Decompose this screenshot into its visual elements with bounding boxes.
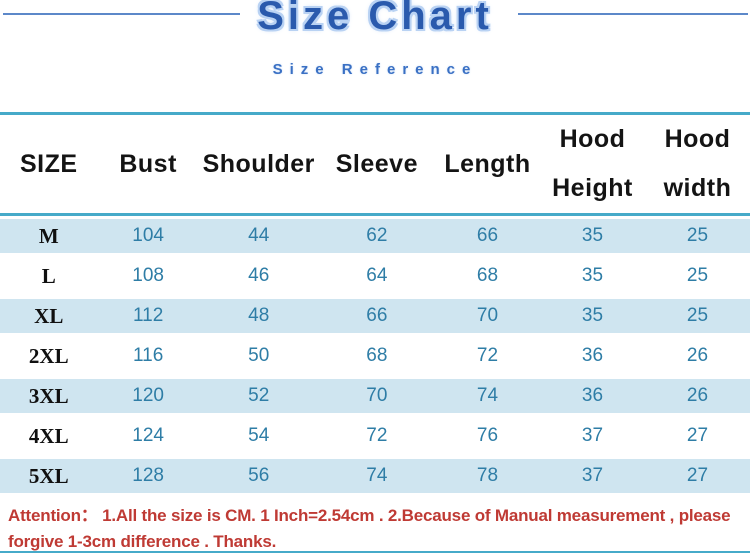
measurement-value: 26 (645, 376, 750, 416)
size-label: 3XL (0, 376, 98, 416)
table-row-5xl: 5XL 128 56 74 78 37 27 (0, 456, 750, 496)
table-row-l: L 108 46 64 68 35 25 (0, 256, 750, 296)
measurement-value: 52 (198, 376, 319, 416)
size-label: 4XL (28, 423, 69, 448)
table-row-2xl: 2XL 116 50 68 72 36 26 (0, 336, 750, 376)
measurement-value: 66 (318, 296, 435, 336)
column-header-sleeve: Sleeve (318, 112, 435, 216)
size-label: XL (0, 296, 98, 336)
measurement-value: 26 (686, 345, 709, 366)
page-subtitle: Size Reference (272, 61, 478, 78)
size-label: 2XL (28, 343, 69, 368)
measurement-value: 104 (97, 216, 199, 256)
table-row-xl: XL 112 48 66 70 35 25 (0, 296, 750, 336)
title-rule-left (3, 13, 240, 15)
measurement-value: 72 (476, 345, 499, 366)
column-header-size: SIZE (0, 112, 98, 216)
measurement-value: 108 (132, 265, 164, 286)
title-rule-right (518, 13, 748, 15)
column-header-label: Hood (664, 125, 731, 153)
measurement-value: 78 (435, 456, 540, 496)
measurement-value: 27 (686, 425, 709, 446)
column-header-label: Shoulder (202, 149, 315, 178)
size-table: SIZE Bust Shoulder Sleeve Length Hood Height Ho… (0, 112, 750, 496)
measurement-value: 44 (198, 216, 319, 256)
table-row-m: M 104 44 62 66 35 25 (0, 216, 750, 256)
page-title: Size Chart (257, 0, 493, 38)
measurement-value: 35 (540, 296, 645, 336)
measurement-value: 120 (97, 376, 199, 416)
measurement-value: 70 (318, 376, 435, 416)
size-label: L (41, 263, 56, 288)
size-label: M (0, 216, 98, 256)
measurement-value: 66 (435, 216, 540, 256)
column-header-label: SIZE (19, 149, 78, 178)
measurement-value: 36 (581, 345, 604, 366)
measurement-value: 70 (435, 296, 540, 336)
measurement-value: 128 (97, 456, 199, 496)
measurement-value: 36 (540, 376, 645, 416)
column-header-hood-width: Hood width (645, 112, 750, 216)
size-table-head: SIZE Bust Shoulder Sleeve Length Hood Height Ho… (0, 112, 750, 216)
bottom-rule (0, 551, 750, 553)
column-header-label: Sleeve (335, 149, 418, 178)
column-header-length: Length (435, 112, 540, 216)
measurement-value: 112 (97, 296, 199, 336)
column-header-hood-height: Hood Height (540, 112, 645, 216)
header-row: SIZE Bust Shoulder Sleeve Length Hood Height Ho… (0, 112, 750, 216)
measurement-value: 72 (366, 425, 388, 446)
measurement-value: 37 (540, 456, 645, 496)
measurement-value: 37 (581, 425, 604, 446)
measurement-value: 116 (132, 345, 164, 366)
measurement-value: 68 (366, 345, 388, 366)
measurement-value: 74 (435, 376, 540, 416)
column-header-label-line2: width (663, 174, 732, 202)
header-section: Size Chart Size Reference (0, 0, 750, 112)
measurement-value: 48 (198, 296, 319, 336)
measurement-value: 50 (248, 345, 270, 366)
measurement-value: 56 (198, 456, 319, 496)
measurement-value: 25 (645, 216, 750, 256)
size-table-body: M 104 44 62 66 35 25 L 108 46 64 68 35 25 XL 112 48 66 70 3… (0, 216, 750, 496)
measurement-value: 124 (132, 425, 164, 446)
column-header-label-line2: Height (552, 174, 633, 202)
measurement-value: 68 (476, 265, 499, 286)
measurement-value: 46 (248, 265, 270, 286)
measurement-value: 64 (366, 265, 388, 286)
measurement-value: 62 (318, 216, 435, 256)
column-header-label: Bust (119, 149, 177, 178)
measurement-value: 25 (645, 296, 750, 336)
measurement-value: 74 (318, 456, 435, 496)
measurement-value: 35 (581, 265, 604, 286)
column-header-label: Length (444, 149, 531, 178)
measurement-value: 35 (540, 216, 645, 256)
measurement-value: 27 (645, 456, 750, 496)
size-label: 5XL (0, 456, 98, 496)
table-row-3xl: 3XL 120 52 70 74 36 26 (0, 376, 750, 416)
measurement-value: 54 (248, 425, 270, 446)
column-header-shoulder: Shoulder (198, 112, 319, 216)
measurement-value: 25 (686, 265, 709, 286)
column-header-label: Hood (559, 125, 626, 153)
measurement-value: 76 (476, 425, 499, 446)
column-header-bust: Bust (97, 112, 199, 216)
attention-note: Attention： 1.All the size is CM. 1 Inch=… (8, 506, 731, 551)
table-row-4xl: 4XL 124 54 72 76 37 27 (0, 416, 750, 456)
